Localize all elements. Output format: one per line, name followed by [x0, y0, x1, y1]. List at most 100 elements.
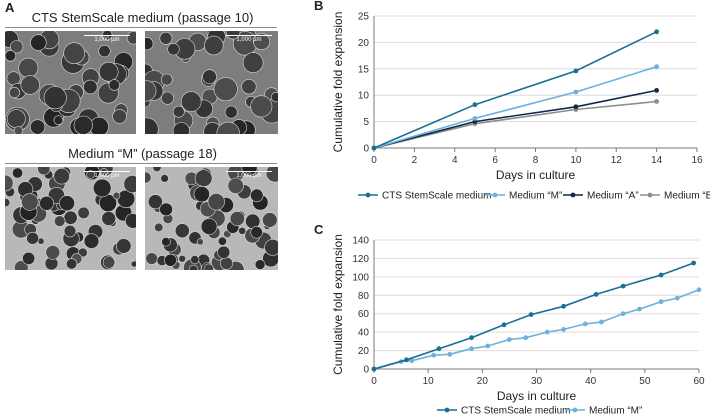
- spheroid: [12, 167, 23, 179]
- x-tick-label: 60: [693, 376, 705, 387]
- spheroid: [225, 31, 241, 40]
- spheroid: [159, 202, 173, 217]
- data-point: [691, 260, 696, 266]
- legend-marker: [572, 407, 578, 413]
- spheroid: [145, 171, 152, 184]
- spheroid: [5, 174, 14, 192]
- spheroid: [22, 251, 36, 265]
- data-point: [561, 303, 566, 309]
- spheroid: [254, 259, 266, 270]
- spheroid: [264, 239, 278, 256]
- legend-label: CTS StemScale medium: [461, 406, 570, 417]
- spheroid: [193, 186, 210, 203]
- spheroid: [18, 57, 39, 78]
- spheroid: [20, 75, 40, 95]
- data-point: [507, 337, 512, 342]
- spheroid: [10, 40, 24, 54]
- micrograph-medium-m-1: 1,000 µm: [5, 167, 136, 270]
- data-point: [658, 272, 664, 278]
- spheroid: [63, 224, 77, 238]
- x-tick-label: 50: [639, 376, 651, 387]
- data-point: [658, 299, 664, 305]
- data-point: [472, 102, 478, 108]
- spheroid: [224, 105, 238, 119]
- series-line: [373, 89, 657, 149]
- spheroid: [200, 218, 218, 235]
- x-tick-label: 30: [531, 376, 543, 387]
- data-point: [620, 311, 626, 317]
- data-point: [447, 351, 453, 357]
- spheroid: [83, 233, 100, 249]
- spheroid: [253, 33, 271, 51]
- spheroid: [98, 61, 119, 82]
- data-point: [485, 343, 491, 349]
- data-point: [472, 121, 478, 127]
- data-point: [371, 366, 377, 372]
- spheroid: [152, 167, 162, 172]
- legend-label: Medium “B”: [664, 191, 710, 202]
- x-tick-label: 20: [477, 376, 489, 387]
- spheroid: [86, 170, 95, 179]
- spheroid: [30, 119, 46, 134]
- series-line: [373, 65, 657, 149]
- x-tick-label: 16: [691, 155, 703, 166]
- spheroid: [242, 52, 264, 73]
- scale-bar: 1,000 µm: [226, 171, 272, 179]
- y-tick-label: 120: [352, 254, 369, 265]
- spheroid: [238, 226, 247, 235]
- spheroid: [229, 211, 245, 227]
- spheroid: [5, 198, 11, 208]
- spheroid: [172, 105, 185, 118]
- micrograph-cts-1: 1,000 µm: [5, 31, 136, 134]
- x-tick-label: 12: [611, 155, 623, 166]
- spheroid: [196, 238, 204, 246]
- data-point: [472, 119, 478, 124]
- data-point: [371, 145, 377, 151]
- data-point: [654, 99, 659, 104]
- spheroid: [262, 212, 278, 228]
- spheroid: [108, 79, 121, 91]
- scale-bar: 1,000 µm: [226, 35, 272, 43]
- data-point: [593, 292, 599, 297]
- y-tick-label: 5: [363, 117, 369, 128]
- panel-letter: C: [314, 222, 324, 237]
- y-axis-label: Cumulative fold expansion: [331, 234, 345, 375]
- x-axis-label: Days in culture: [497, 389, 577, 403]
- data-point: [436, 346, 442, 352]
- data-point: [674, 295, 680, 301]
- spheroid: [217, 245, 231, 259]
- spheroid: [115, 238, 132, 254]
- legend-label: Medium “M”: [509, 191, 562, 202]
- spheroid: [102, 256, 116, 269]
- data-point: [544, 329, 550, 335]
- spheroid: [39, 195, 54, 211]
- y-axis-label: Cumulative fold expansion: [331, 12, 345, 153]
- data-point: [637, 306, 642, 312]
- data-point: [561, 327, 566, 332]
- x-tick-label: 0: [371, 376, 377, 387]
- spheroid: [145, 37, 154, 51]
- data-point: [599, 319, 604, 325]
- spheroid: [265, 167, 278, 183]
- x-tick-label: 10: [570, 155, 582, 166]
- spheroid: [100, 168, 108, 176]
- data-point: [431, 352, 436, 358]
- scale-bar: 1,000 µm: [84, 171, 130, 179]
- series-line: [373, 262, 694, 370]
- y-tick-label: 0: [363, 144, 369, 155]
- y-tick-label: 100: [352, 272, 369, 283]
- y-tick-label: 25: [358, 12, 370, 23]
- data-point: [472, 116, 478, 121]
- spheroid: [92, 178, 112, 198]
- spheroid: [188, 264, 199, 270]
- spheroid: [250, 188, 264, 203]
- x-tick-label: 4: [452, 155, 458, 166]
- data-point: [371, 145, 377, 151]
- spheroid: [241, 79, 257, 95]
- y-tick-label: 140: [352, 236, 369, 247]
- data-point: [469, 335, 474, 341]
- spheroid: [213, 77, 238, 102]
- data-point: [523, 335, 529, 341]
- data-point: [654, 88, 659, 93]
- spheroid: [227, 177, 244, 194]
